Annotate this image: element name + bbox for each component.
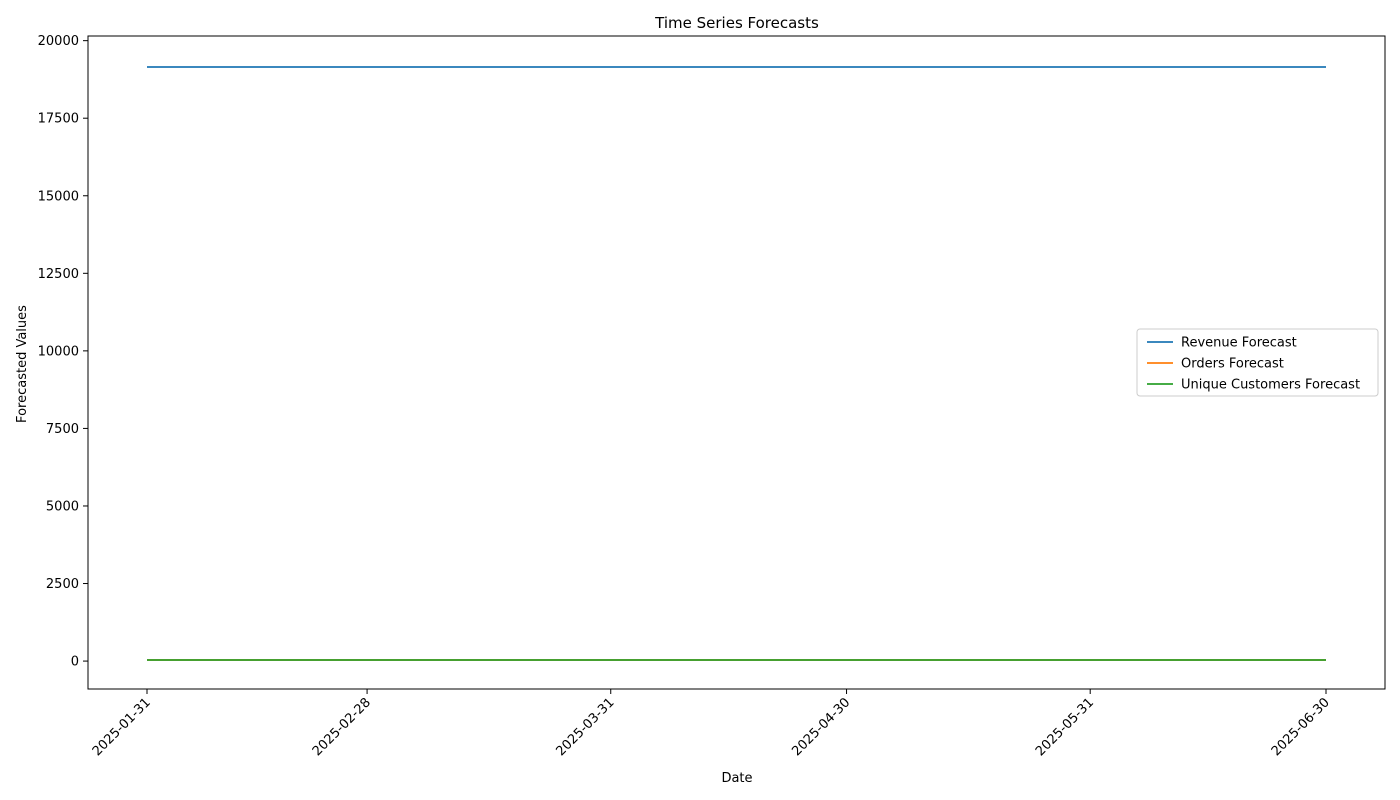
legend-label: Orders Forecast bbox=[1181, 357, 1284, 372]
y-tick-label: 17500 bbox=[38, 112, 79, 127]
y-tick-label: 15000 bbox=[38, 189, 79, 204]
y-tick-label: 10000 bbox=[38, 344, 79, 359]
legend-box bbox=[1136, 328, 1379, 397]
x-axis-label: Date bbox=[721, 771, 752, 786]
y-tick-label: 0 bbox=[71, 655, 79, 670]
x-tick-label: 2025-05-31 bbox=[1033, 695, 1097, 759]
plot-area bbox=[87, 35, 1386, 690]
x-tick-label: 2025-06-30 bbox=[1269, 695, 1333, 759]
series-lines bbox=[147, 66, 1326, 661]
y-tick-label: 7500 bbox=[46, 422, 79, 437]
legend-label: Unique Customers Forecast bbox=[1181, 378, 1360, 393]
x-tick-label: 2025-01-31 bbox=[90, 695, 154, 759]
y-tick-label: 20000 bbox=[38, 34, 79, 49]
x-tick-label: 2025-03-31 bbox=[554, 695, 618, 759]
chart-title: Time Series Forecasts bbox=[654, 14, 819, 32]
x-tick-label: 2025-04-30 bbox=[789, 695, 853, 759]
y-tick-label: 2500 bbox=[46, 577, 79, 592]
y-axis-label: Forecasted Values bbox=[15, 305, 30, 423]
legend-label: Revenue Forecast bbox=[1181, 336, 1297, 351]
y-tick-label: 5000 bbox=[46, 499, 79, 514]
y-axis: 0 2500 5000 7500 10000 12500 15000 17500 20000 bbox=[38, 34, 88, 670]
y-tick-label: 12500 bbox=[38, 267, 79, 282]
plot-frame bbox=[87, 35, 1386, 690]
x-axis: 2025-01-31 2025-02-28 2025-03-31 2025-04-30… bbox=[90, 689, 1333, 759]
x-tick-label: 2025-02-28 bbox=[310, 695, 374, 759]
legend: Revenue Forecast Orders Forecast Unique Cu… bbox=[1136, 328, 1379, 397]
